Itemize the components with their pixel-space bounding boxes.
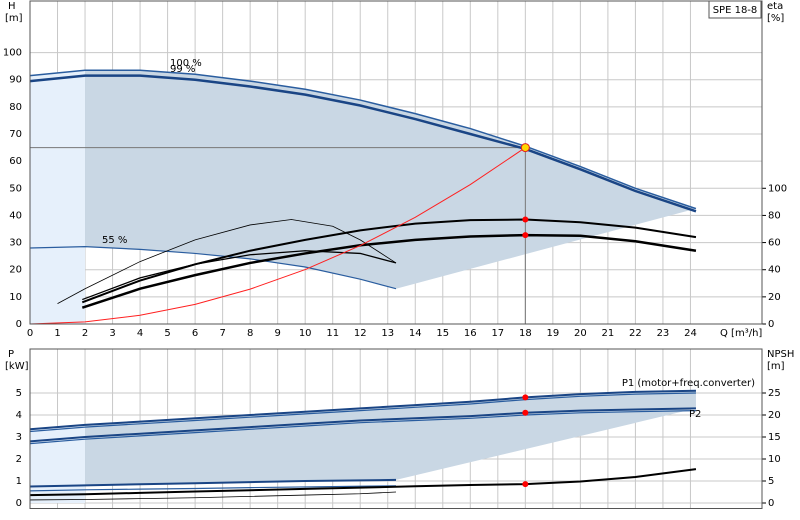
y-axis-label: H <box>8 1 16 12</box>
x-tick-label: 16 <box>464 328 477 339</box>
y-tick-label: 100 <box>3 48 22 59</box>
y2-tick-label: 0 <box>768 319 774 330</box>
y-tick-label: 0 <box>16 498 22 509</box>
y-tick-label: 60 <box>9 156 22 167</box>
curve <box>29 246 397 290</box>
curve <box>81 233 697 309</box>
y-tick-label: 2 <box>16 454 22 465</box>
y-tick-label: 5 <box>16 388 22 399</box>
x-tick-label: 2 <box>82 328 88 339</box>
y2-tick-label: 60 <box>768 238 781 249</box>
title-box <box>708 0 762 19</box>
curve <box>29 392 696 433</box>
x-tick-label: 24 <box>684 328 697 339</box>
curve <box>29 491 397 501</box>
x-tick-label: 18 <box>519 328 532 339</box>
y-tick-label: 90 <box>9 75 22 86</box>
y-tick-label: 70 <box>9 129 22 140</box>
x-tick-label: 0 <box>27 328 33 339</box>
operating-range-left <box>30 70 86 324</box>
curve <box>29 69 697 210</box>
x-tick-label: 4 <box>137 328 143 339</box>
y-axis-unit: [m] <box>5 13 23 24</box>
y-tick-label: 10 <box>9 292 22 303</box>
y-axis-unit: [kW] <box>5 361 29 372</box>
curve <box>29 147 526 325</box>
curve <box>29 389 696 431</box>
y2-tick-label: 25 <box>768 388 781 399</box>
y2-tick-label: 0 <box>768 498 774 509</box>
x-axis-label: Q [m³/h] <box>720 328 762 339</box>
curve <box>29 478 397 488</box>
x-tick-label: 11 <box>326 328 339 339</box>
y2-tick-label: 10 <box>768 454 781 465</box>
y2-axis-label: eta <box>767 1 783 12</box>
duty-marker <box>522 232 529 239</box>
duty-marker <box>522 394 529 401</box>
x-tick-label: 17 <box>491 328 504 339</box>
y-tick-label: 20 <box>9 265 22 276</box>
curve-label: P1 (motor+freq.converter) <box>622 378 755 389</box>
y2-tick-label: 20 <box>768 292 781 303</box>
curve <box>29 485 397 492</box>
curve <box>29 410 696 445</box>
x-tick-label: 10 <box>299 328 312 339</box>
y2-axis-unit: [%] <box>767 13 784 24</box>
curve <box>29 74 697 213</box>
x-tick-label: 22 <box>629 328 642 339</box>
curve <box>29 468 697 497</box>
duty-marker <box>522 216 529 223</box>
y-tick-label: 30 <box>9 238 22 249</box>
y2-tick-label: 20 <box>768 410 781 421</box>
x-tick-label: 12 <box>354 328 367 339</box>
y-tick-label: 0 <box>16 319 22 330</box>
y-tick-label: 40 <box>9 210 22 221</box>
y2-tick-label: 5 <box>768 476 774 487</box>
x-tick-label: 20 <box>574 328 587 339</box>
x-tick-label: 1 <box>54 328 60 339</box>
y2-axis-label: NPSH <box>767 349 794 360</box>
x-tick-label: 7 <box>219 328 225 339</box>
curve-label: 55 % <box>102 235 127 246</box>
x-tick-label: 13 <box>381 328 394 339</box>
x-tick-label: 23 <box>657 328 670 339</box>
duty-point <box>520 143 530 153</box>
x-tick-label: 8 <box>247 328 253 339</box>
operating-range-left <box>30 424 86 503</box>
y2-tick-label: 40 <box>768 265 781 276</box>
curve <box>29 407 696 443</box>
plot-frame <box>29 0 763 325</box>
x-tick-label: 19 <box>546 328 559 339</box>
curve <box>82 250 397 301</box>
x-tick-label: 5 <box>164 328 170 339</box>
curve-label: 99 % <box>170 64 195 75</box>
y2-tick-label: 100 <box>768 183 787 194</box>
curve <box>57 219 397 304</box>
y2-tick-label: 80 <box>768 210 781 221</box>
x-tick-label: 14 <box>409 328 422 339</box>
y-tick-label: 4 <box>16 410 22 421</box>
chart-title: SPE 18-8 <box>713 5 758 16</box>
x-tick-label: 15 <box>436 328 449 339</box>
y2-tick-label: 15 <box>768 432 781 443</box>
x-tick-label: 3 <box>109 328 115 339</box>
plot-frame <box>29 348 763 509</box>
duty-marker <box>522 409 529 416</box>
y-tick-label: 1 <box>16 476 22 487</box>
y2-axis-unit: [m] <box>767 361 785 372</box>
y-tick-label: 50 <box>9 183 22 194</box>
duty-marker <box>522 481 529 488</box>
curve-label: P2 <box>689 409 701 420</box>
y-tick-label: 80 <box>9 102 22 113</box>
x-tick-label: 9 <box>274 328 280 339</box>
y-axis-label: P <box>8 349 14 360</box>
curve-label: 100 % <box>170 58 202 69</box>
x-tick-label: 21 <box>602 328 615 339</box>
x-tick-label: 6 <box>192 328 198 339</box>
y-tick-label: 3 <box>16 432 22 443</box>
